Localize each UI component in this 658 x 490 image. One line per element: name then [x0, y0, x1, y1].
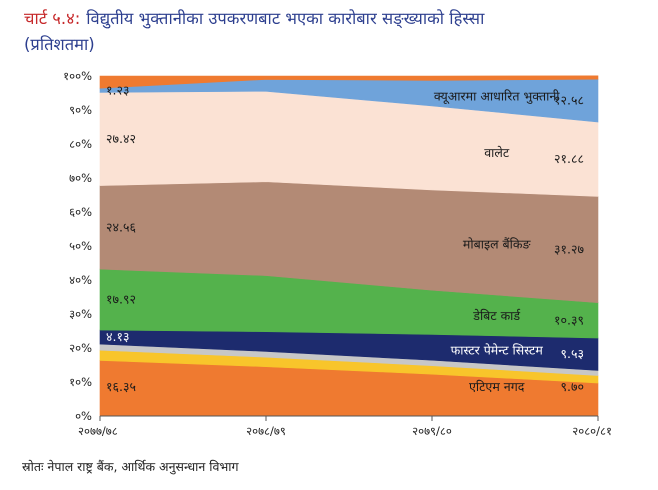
- chart-title: चार्ट ५.४: विद्युतीय भुक्तानीका उपकरणबाट …: [24, 6, 634, 58]
- stacked-area-chart: ०% १०% २०% ३०% ४०% ५०% ६०% ७०% ८०% ९०% १००% २०७७/७…: [63, 69, 612, 438]
- series-name-label: फास्टर पेमेन्ट सिस्टम: [451, 342, 544, 357]
- end-value-label: ३१.२७: [554, 242, 584, 257]
- x-tick-label: २०७८/७९: [246, 424, 286, 438]
- area-band-8: [99, 75, 599, 89]
- chart-areas: [99, 75, 599, 417]
- start-value-label: ४.१३: [106, 329, 129, 344]
- y-tick-label: ३०%: [69, 307, 92, 321]
- series-name-label: मोबाइल बैंकिङ: [463, 236, 532, 251]
- y-tick-label: १००%: [63, 69, 92, 83]
- chart-title-line2: (प्रतिशतमा): [24, 35, 95, 54]
- end-value-label: २१.८८: [554, 151, 584, 166]
- series-name-label: एटिएम नगद: [469, 379, 525, 394]
- end-value-label: १२.५८: [554, 93, 584, 108]
- x-tick-label: २०७७/७८: [78, 424, 118, 438]
- y-tick-label: ०%: [75, 409, 92, 423]
- end-value-label: ९.५३: [561, 346, 584, 361]
- y-tick-label: ६०%: [69, 205, 92, 219]
- series-name-label: वालेट: [484, 145, 510, 160]
- x-axis: २०७७/७८ २०७८/७९ २०७९/८० २०८०/८१: [78, 415, 612, 438]
- start-value-label: २७.४२: [106, 131, 136, 146]
- y-tick-label: ४०%: [69, 273, 92, 287]
- y-axis: ०% १०% २०% ३०% ४०% ५०% ६०% ७०% ८०% ९०% १००%: [63, 69, 92, 423]
- x-tick-label: २०७९/८०: [412, 424, 452, 438]
- y-tick-label: १०%: [69, 375, 92, 389]
- y-tick-label: २०%: [69, 341, 92, 355]
- start-value-label: १.२३: [106, 82, 129, 97]
- y-tick-label: ७०%: [69, 171, 92, 185]
- start-value-label: १६.३५: [106, 379, 136, 394]
- series-name-label: डेबिट कार्ड: [472, 308, 521, 323]
- chart-number: चार्ट ५.४:: [24, 9, 81, 28]
- source-note: स्रोतः नेपाल राष्ट्र बैंक, आर्थिक अनुसन्…: [22, 459, 239, 474]
- y-tick-label: ८०%: [69, 137, 92, 151]
- x-tick-label: २०८०/८१: [572, 424, 612, 438]
- start-value-label: २४.५६: [106, 219, 136, 234]
- chart-title-line1: विद्युतीय भुक्तानीका उपकरणबाट भएका कारोब…: [86, 9, 485, 28]
- y-tick-label: ५०%: [69, 239, 92, 253]
- y-tick-label: ९०%: [69, 103, 92, 117]
- start-value-label: १७.९२: [106, 292, 136, 307]
- series-name-label: क्यूआरमा आधारित भुक्तानी: [434, 89, 560, 105]
- end-value-label: ९.७०: [561, 379, 584, 394]
- end-value-label: १०.३९: [554, 312, 584, 327]
- data-labels: १६.३५ ९.७० एटिएम नगद ४.१३ ९.५३ फास्टर पेमेन्ट…: [106, 82, 584, 394]
